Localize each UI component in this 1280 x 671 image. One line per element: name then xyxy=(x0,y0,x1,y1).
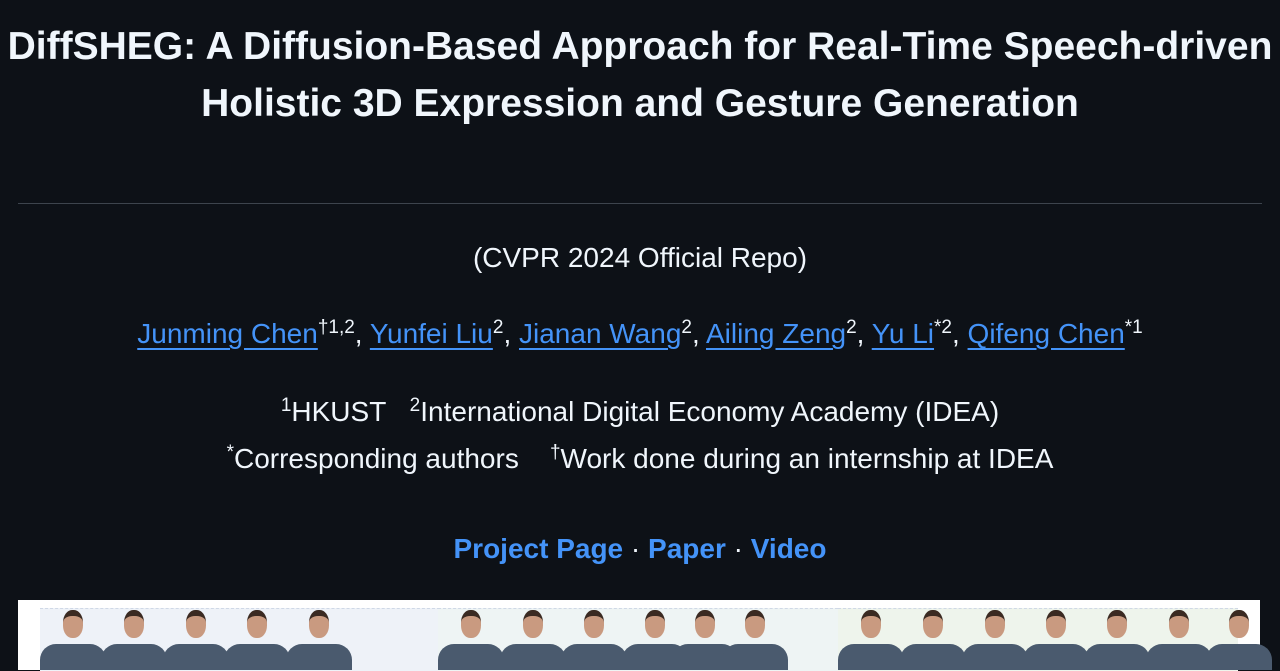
note: Work done during an internship at IDEA xyxy=(560,443,1054,474)
author-sup: 2 xyxy=(492,317,504,338)
author-link[interactable]: Qifeng Chen xyxy=(967,318,1125,349)
author-sup: 2 xyxy=(846,317,857,338)
author-link[interactable]: Junming Chen xyxy=(137,318,318,349)
avatar-figure xyxy=(1146,606,1212,670)
page-title: DiffSHEG: A Diffusion-Based Approach for… xyxy=(7,25,1273,125)
notes: *Corresponding authors †Work done during… xyxy=(0,443,1280,475)
affiliation: HKUST xyxy=(291,396,387,427)
author-link[interactable]: Jianan Wang xyxy=(519,318,682,349)
avatar-figure xyxy=(438,606,504,670)
avatar-figure xyxy=(900,606,966,670)
avatar-figure xyxy=(1023,606,1089,670)
paper-link[interactable]: Paper xyxy=(648,533,726,564)
author-link[interactable]: Ailing Zeng xyxy=(706,318,847,349)
affil-sup: 1 xyxy=(280,395,292,416)
project-page-link[interactable]: Project Page xyxy=(453,533,624,564)
teaser-image xyxy=(18,600,1272,671)
avatar-figure xyxy=(224,606,290,670)
separator: · xyxy=(733,533,743,564)
note-sup: * xyxy=(226,442,234,463)
avatar-figure xyxy=(101,606,167,670)
avatar-figure xyxy=(286,606,352,670)
affiliations: 1HKUST 2International Digital Economy Ac… xyxy=(0,396,1280,428)
video-link[interactable]: Video xyxy=(750,533,827,564)
avatar-figure xyxy=(163,606,229,670)
separator: · xyxy=(630,533,641,564)
avatar-figure xyxy=(500,606,566,670)
author-sup: *2 xyxy=(934,317,952,338)
avatar-figure xyxy=(838,606,904,670)
affiliation: International Digital Economy Academy (I… xyxy=(420,396,1000,427)
author-link[interactable]: Yunfei Liu xyxy=(369,318,493,349)
subtitle: (CVPR 2024 Official Repo) xyxy=(472,242,808,273)
author-sup: †1,2 xyxy=(317,317,355,338)
author-list: Junming Chen†1,2, Yunfei Liu2, Jianan Wa… xyxy=(137,317,1143,349)
avatar-figure xyxy=(722,606,788,670)
author-link[interactable]: Yu Li xyxy=(871,318,935,349)
avatar-figure xyxy=(962,606,1028,670)
avatar-figure xyxy=(40,606,106,670)
note-sup: † xyxy=(549,442,561,463)
links-row: Project Page · Paper · Video xyxy=(0,533,1280,565)
title-divider xyxy=(18,203,1262,204)
avatar-figure xyxy=(1084,606,1150,670)
avatar-figure xyxy=(561,606,627,670)
author-sup: *1 xyxy=(1124,317,1143,338)
note: Corresponding authors xyxy=(233,443,519,474)
avatar-figure xyxy=(1206,606,1272,670)
author-sup: 2 xyxy=(681,317,692,338)
affil-sup: 2 xyxy=(409,395,421,416)
